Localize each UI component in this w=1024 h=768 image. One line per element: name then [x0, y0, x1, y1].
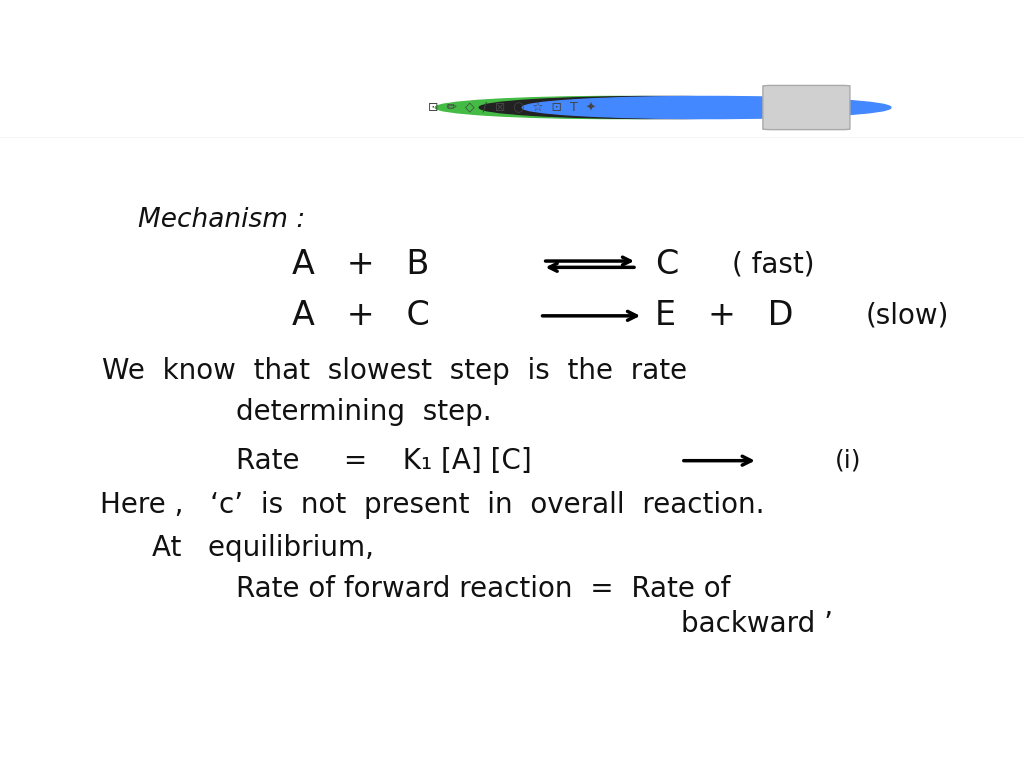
FancyBboxPatch shape [763, 85, 850, 130]
Text: ⊡  ✏  ◇  /  ⊠  ○  ☆  ⊡  T  ✦: ⊡ ✏ ◇ / ⊠ ○ ☆ ⊡ T ✦ [428, 101, 596, 114]
Circle shape [435, 97, 804, 118]
Circle shape [522, 97, 891, 118]
Text: Mechanism :: Mechanism : [138, 207, 305, 233]
Text: A   +   C: A + C [292, 300, 430, 333]
Text: backward ’: backward ’ [681, 611, 833, 638]
Text: ( fast): ( fast) [732, 250, 815, 278]
Text: C: C [655, 248, 679, 280]
Circle shape [479, 97, 848, 118]
Text: Rate of forward reaction  =  Rate of: Rate of forward reaction = Rate of [236, 574, 730, 603]
Text: determining  step.: determining step. [236, 398, 492, 426]
Text: E   +   D: E + D [655, 300, 794, 333]
Text: (slow): (slow) [865, 302, 948, 329]
Text: Rate     =    K₁ [A] [C]: Rate = K₁ [A] [C] [236, 447, 531, 475]
Text: 4:11 AM  Sun 28 Nov: 4:11 AM Sun 28 Nov [20, 9, 137, 20]
Text: CHEMISTRY  ⌄: CHEMISTRY ⌄ [440, 44, 584, 62]
Text: ⊞  🔍  🔖  ⬆: ⊞ 🔍 🔖 ⬆ [72, 46, 138, 60]
Text: We  know  that  slowest  step  is  the  rate: We know that slowest step is the rate [102, 357, 687, 386]
Text: Here ,   ‘c’  is  not  present  in  overall  reaction.: Here , ‘c’ is not present in overall rea… [100, 491, 765, 518]
Text: A   +   B: A + B [292, 248, 429, 280]
Text: 93%: 93% [969, 9, 993, 20]
Text: ↺  ↻  ⊕  ×  ···: ↺ ↻ ⊕ × ··· [899, 46, 993, 60]
Text: At   equilibrium,: At equilibrium, [152, 534, 374, 561]
Text: <: < [20, 44, 37, 62]
Text: (i): (i) [835, 449, 861, 472]
